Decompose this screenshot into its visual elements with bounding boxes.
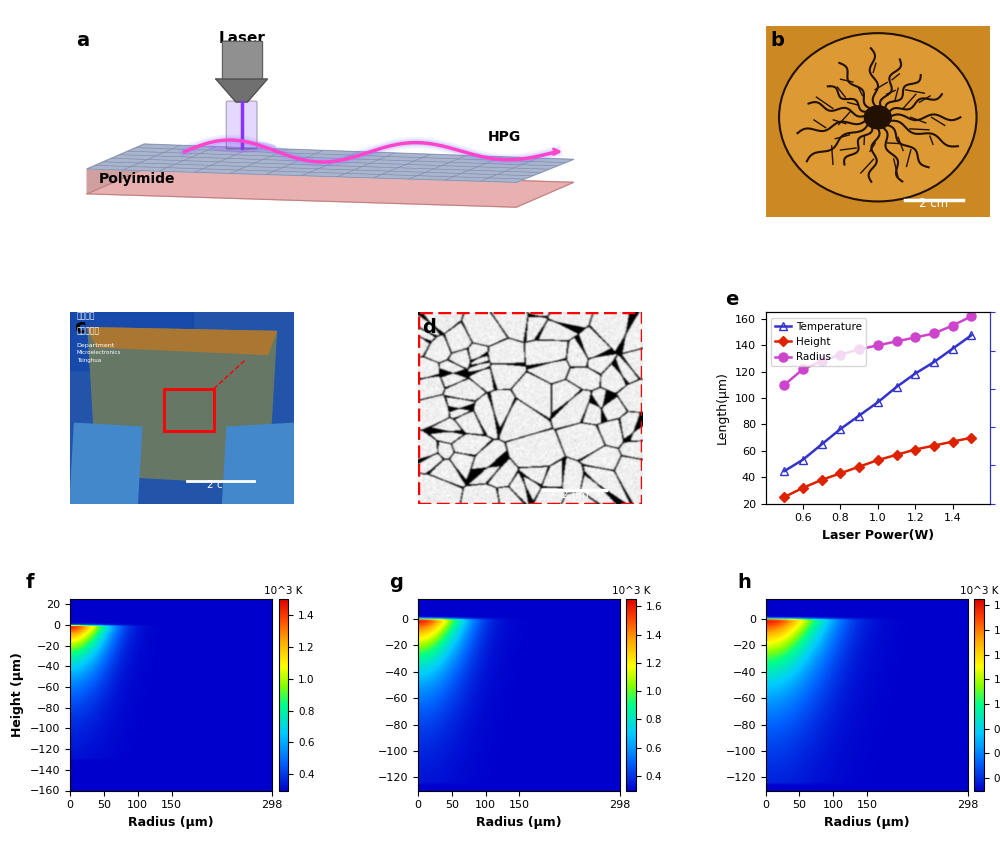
Text: 2 cm: 2 cm bbox=[919, 197, 948, 210]
Bar bbox=[164, 389, 214, 431]
Text: h: h bbox=[737, 573, 751, 592]
Text: Polyimide: Polyimide bbox=[99, 172, 175, 185]
Text: b: b bbox=[770, 31, 784, 50]
X-axis label: Laser Power(W): Laser Power(W) bbox=[822, 529, 934, 542]
Line: Height: Height bbox=[780, 434, 975, 501]
Height bbox=[947, 437, 959, 447]
Text: g: g bbox=[390, 573, 403, 592]
Text: 清华大学: 清华大学 bbox=[77, 311, 95, 320]
Radius bbox=[928, 328, 940, 338]
Radius bbox=[909, 332, 921, 343]
Polygon shape bbox=[223, 423, 294, 503]
Temperature bbox=[778, 466, 790, 476]
Legend: Temperature, Height, Radius: Temperature, Height, Radius bbox=[771, 318, 866, 366]
Height bbox=[928, 440, 940, 450]
Radius bbox=[872, 340, 884, 350]
Line: Radius: Radius bbox=[780, 312, 976, 389]
Title: 10^3 K: 10^3 K bbox=[612, 586, 651, 596]
Text: 2 cm: 2 cm bbox=[207, 480, 233, 490]
Circle shape bbox=[864, 105, 891, 129]
Polygon shape bbox=[88, 327, 276, 354]
Polygon shape bbox=[88, 327, 276, 484]
Text: HPG: HPG bbox=[488, 130, 521, 145]
Height bbox=[909, 445, 921, 455]
Temperature bbox=[928, 357, 940, 367]
Height bbox=[965, 433, 977, 443]
Text: 微电子学系: 微电子学系 bbox=[77, 326, 100, 336]
Title: 10^3 K: 10^3 K bbox=[960, 586, 998, 596]
Text: Laser: Laser bbox=[218, 31, 265, 46]
Polygon shape bbox=[87, 144, 574, 183]
Temperature bbox=[834, 424, 846, 434]
Temperature bbox=[965, 331, 977, 341]
X-axis label: Radius (μm): Radius (μm) bbox=[476, 816, 562, 829]
Radius bbox=[891, 337, 903, 347]
Polygon shape bbox=[70, 313, 193, 370]
Temperature bbox=[797, 455, 809, 465]
Radius bbox=[778, 380, 790, 390]
Height bbox=[872, 455, 884, 465]
Text: d: d bbox=[422, 318, 436, 337]
Height bbox=[797, 483, 809, 493]
Polygon shape bbox=[222, 41, 262, 79]
Height bbox=[816, 475, 828, 485]
Text: a: a bbox=[76, 31, 89, 50]
Height bbox=[853, 462, 865, 472]
Temperature bbox=[891, 382, 903, 392]
Text: c: c bbox=[74, 318, 86, 337]
Text: f: f bbox=[26, 573, 34, 592]
Polygon shape bbox=[87, 169, 574, 207]
Radius bbox=[834, 349, 846, 360]
Text: Tsinghua: Tsinghua bbox=[77, 358, 101, 363]
Height bbox=[891, 450, 903, 460]
Radius bbox=[947, 320, 959, 331]
Temperature bbox=[872, 397, 884, 407]
Circle shape bbox=[779, 33, 977, 201]
Ellipse shape bbox=[207, 141, 276, 153]
Polygon shape bbox=[216, 79, 267, 102]
Temperature bbox=[947, 343, 959, 354]
Radius bbox=[965, 311, 977, 321]
Polygon shape bbox=[87, 144, 144, 194]
Text: Department: Department bbox=[77, 343, 115, 348]
Temperature bbox=[816, 439, 828, 450]
FancyBboxPatch shape bbox=[226, 101, 257, 149]
Height bbox=[778, 492, 790, 502]
Temperature bbox=[853, 411, 865, 421]
Radius bbox=[797, 364, 809, 374]
Title: 10^3 K: 10^3 K bbox=[264, 586, 303, 596]
Y-axis label: Length(μm): Length(μm) bbox=[716, 371, 729, 445]
Radius bbox=[853, 344, 865, 354]
Text: 2 μm: 2 μm bbox=[562, 490, 588, 500]
Polygon shape bbox=[70, 423, 142, 503]
Text: e: e bbox=[725, 290, 739, 309]
X-axis label: Radius (μm): Radius (μm) bbox=[128, 816, 214, 829]
Radius bbox=[816, 356, 828, 366]
Height bbox=[834, 468, 846, 479]
Polygon shape bbox=[766, 26, 990, 217]
Y-axis label: Height (μm): Height (μm) bbox=[11, 653, 24, 737]
Temperature bbox=[909, 369, 921, 379]
X-axis label: Radius (μm): Radius (μm) bbox=[824, 816, 909, 829]
Text: Microelectronics: Microelectronics bbox=[77, 350, 121, 355]
Polygon shape bbox=[70, 313, 294, 503]
Line: Temperature: Temperature bbox=[780, 332, 975, 475]
